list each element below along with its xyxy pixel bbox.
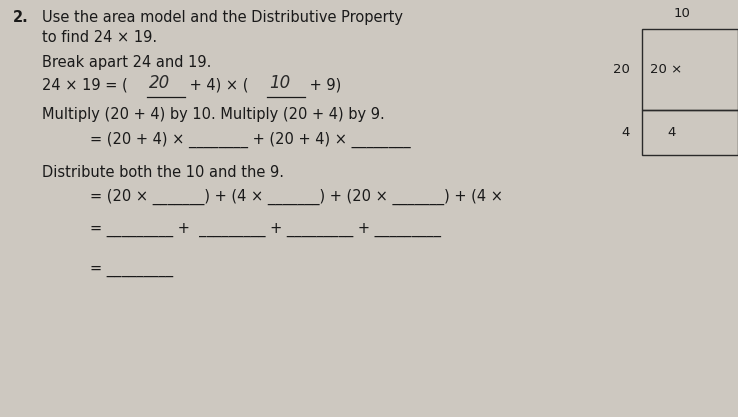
Text: Distribute both the 10 and the 9.: Distribute both the 10 and the 9. xyxy=(42,165,284,180)
Text: Use the area model and the Distributive Property: Use the area model and the Distributive … xyxy=(42,10,403,25)
Text: = _________ +  _________ + _________ + _________: = _________ + _________ + _________ + __… xyxy=(90,222,441,237)
Text: Break apart 24 and 19.: Break apart 24 and 19. xyxy=(42,55,211,70)
Text: = (20 + 4) × ________ + (20 + 4) × ________: = (20 + 4) × ________ + (20 + 4) × _____… xyxy=(90,132,410,148)
Text: 4: 4 xyxy=(668,126,676,139)
Text: + 4) × (: + 4) × ( xyxy=(185,77,249,92)
Text: 20: 20 xyxy=(149,74,170,92)
Text: = (20 × _______) + (4 × _______) + (20 × _______) + (4 ×: = (20 × _______) + (4 × _______) + (20 ×… xyxy=(90,189,503,205)
Bar xyxy=(642,29,738,110)
Text: 10: 10 xyxy=(269,74,290,92)
Text: 2.: 2. xyxy=(13,10,29,25)
Text: 20 ×: 20 × xyxy=(650,63,682,76)
Text: to find 24 × 19.: to find 24 × 19. xyxy=(42,30,157,45)
Text: + 9): + 9) xyxy=(305,77,341,92)
Text: Multiply (20 + 4) by 10. Multiply (20 + 4) by 9.: Multiply (20 + 4) by 10. Multiply (20 + … xyxy=(42,107,384,122)
Text: 4: 4 xyxy=(621,126,630,139)
Text: 24 × 19 = (: 24 × 19 = ( xyxy=(42,77,128,92)
Text: = _________: = _________ xyxy=(90,262,173,277)
Bar xyxy=(642,110,738,155)
Text: 20: 20 xyxy=(613,63,630,76)
Text: 10: 10 xyxy=(674,7,691,20)
